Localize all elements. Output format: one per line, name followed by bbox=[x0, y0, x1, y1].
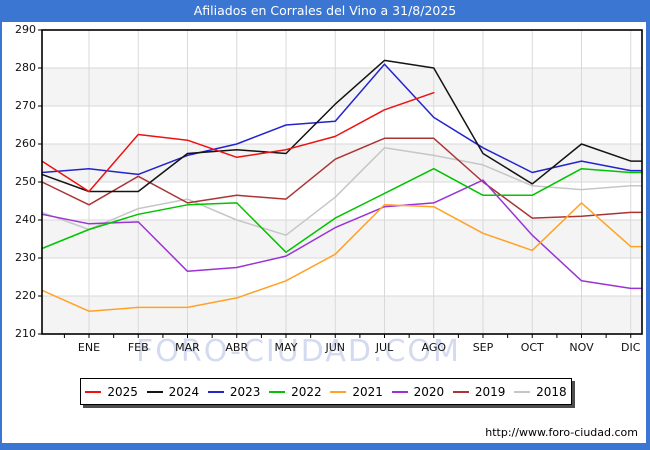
x-axis-label-ENE: ENE bbox=[77, 341, 101, 354]
legend-swatch-2025 bbox=[85, 390, 102, 393]
x-axis-label-FEB: FEB bbox=[127, 341, 149, 354]
shaded-band bbox=[42, 296, 642, 334]
y-axis-label: 260 bbox=[15, 137, 36, 150]
y-axis-label: 230 bbox=[15, 251, 36, 264]
series-line-2019 bbox=[41, 137, 643, 219]
y-axis-label: 250 bbox=[15, 175, 36, 188]
x-axis-label-NOV: NOV bbox=[569, 341, 594, 354]
legend-swatch-2019 bbox=[452, 390, 469, 393]
series-line-2025 bbox=[41, 91, 435, 193]
left-border bbox=[0, 22, 2, 450]
chart-title: Afiliados en Corrales del Vino a 31/8/20… bbox=[0, 0, 650, 22]
x-axis-label-DIC: DIC bbox=[621, 341, 641, 354]
legend-item-2025: 2025 bbox=[85, 385, 138, 399]
y-axis-label: 280 bbox=[15, 61, 36, 74]
legend-item-2019: 2019 bbox=[452, 384, 506, 399]
x-axis-label-SEP: SEP bbox=[472, 341, 494, 354]
x-axis-label-AGO: AGO bbox=[421, 341, 446, 354]
legend-label-2019: 2019 bbox=[474, 384, 506, 399]
legend-label-2020: 2020 bbox=[413, 384, 445, 399]
series-line-2021 bbox=[41, 202, 643, 312]
legend-swatch-2021 bbox=[330, 390, 347, 393]
chart-legend: 2025 2024 2023 2022 2021 2020 2019 2018 bbox=[80, 378, 572, 405]
x-axis-label-JUL: JUL bbox=[375, 341, 394, 354]
y-axis-label: 220 bbox=[15, 289, 36, 302]
series-line-2024 bbox=[41, 59, 643, 193]
x-axis-label-OCT: OCT bbox=[520, 341, 544, 354]
y-axis-label: 240 bbox=[15, 213, 36, 226]
y-axis-label: 210 bbox=[15, 327, 36, 340]
legend-label-2021: 2021 bbox=[352, 384, 383, 399]
x-axis-label-MAR: MAR bbox=[175, 341, 200, 354]
x-axis-label-MAY: MAY bbox=[274, 341, 298, 354]
legend-label-2025: 2025 bbox=[107, 384, 138, 399]
bottom-border bbox=[0, 443, 650, 450]
source-url[interactable]: http://www.foro-ciudad.com bbox=[485, 426, 638, 439]
legend-item-2023: 2023 bbox=[207, 384, 261, 399]
series-line-2018 bbox=[41, 147, 643, 236]
shaded-band bbox=[42, 220, 642, 258]
x-axis-label-JUN: JUN bbox=[325, 341, 346, 354]
y-axis-label: 290 bbox=[15, 23, 36, 36]
shaded-band bbox=[42, 68, 642, 106]
legend-label-2024: 2024 bbox=[168, 384, 200, 399]
legend-swatch-2020 bbox=[391, 390, 408, 393]
legend-swatch-2023 bbox=[207, 390, 224, 393]
series-line-2023 bbox=[41, 63, 643, 176]
shaded-band bbox=[42, 144, 642, 182]
legend-swatch-2018 bbox=[514, 390, 531, 393]
legend-label-2018: 2018 bbox=[536, 384, 567, 399]
x-axis-label-ABR: ABR bbox=[225, 341, 249, 354]
legend-label-2022: 2022 bbox=[291, 384, 322, 399]
series-line-2022 bbox=[41, 167, 643, 254]
watermark-text: FORO-CIUDAD.COM bbox=[136, 334, 461, 369]
legend-swatch-2024 bbox=[146, 390, 163, 393]
y-axis-label: 270 bbox=[15, 99, 36, 112]
legend-label-2023: 2023 bbox=[229, 384, 261, 399]
plot-border bbox=[41, 29, 643, 335]
legend-item-2018: 2018 bbox=[514, 385, 567, 399]
legend-swatch-2022 bbox=[269, 390, 286, 393]
legend-item-2024: 2024 bbox=[146, 384, 200, 399]
series-line-2020 bbox=[41, 179, 643, 290]
legend-item-2020: 2020 bbox=[391, 384, 445, 399]
legend-item-2022: 2022 bbox=[269, 385, 322, 399]
legend-item-2021: 2021 bbox=[330, 385, 383, 399]
right-border bbox=[646, 22, 650, 450]
